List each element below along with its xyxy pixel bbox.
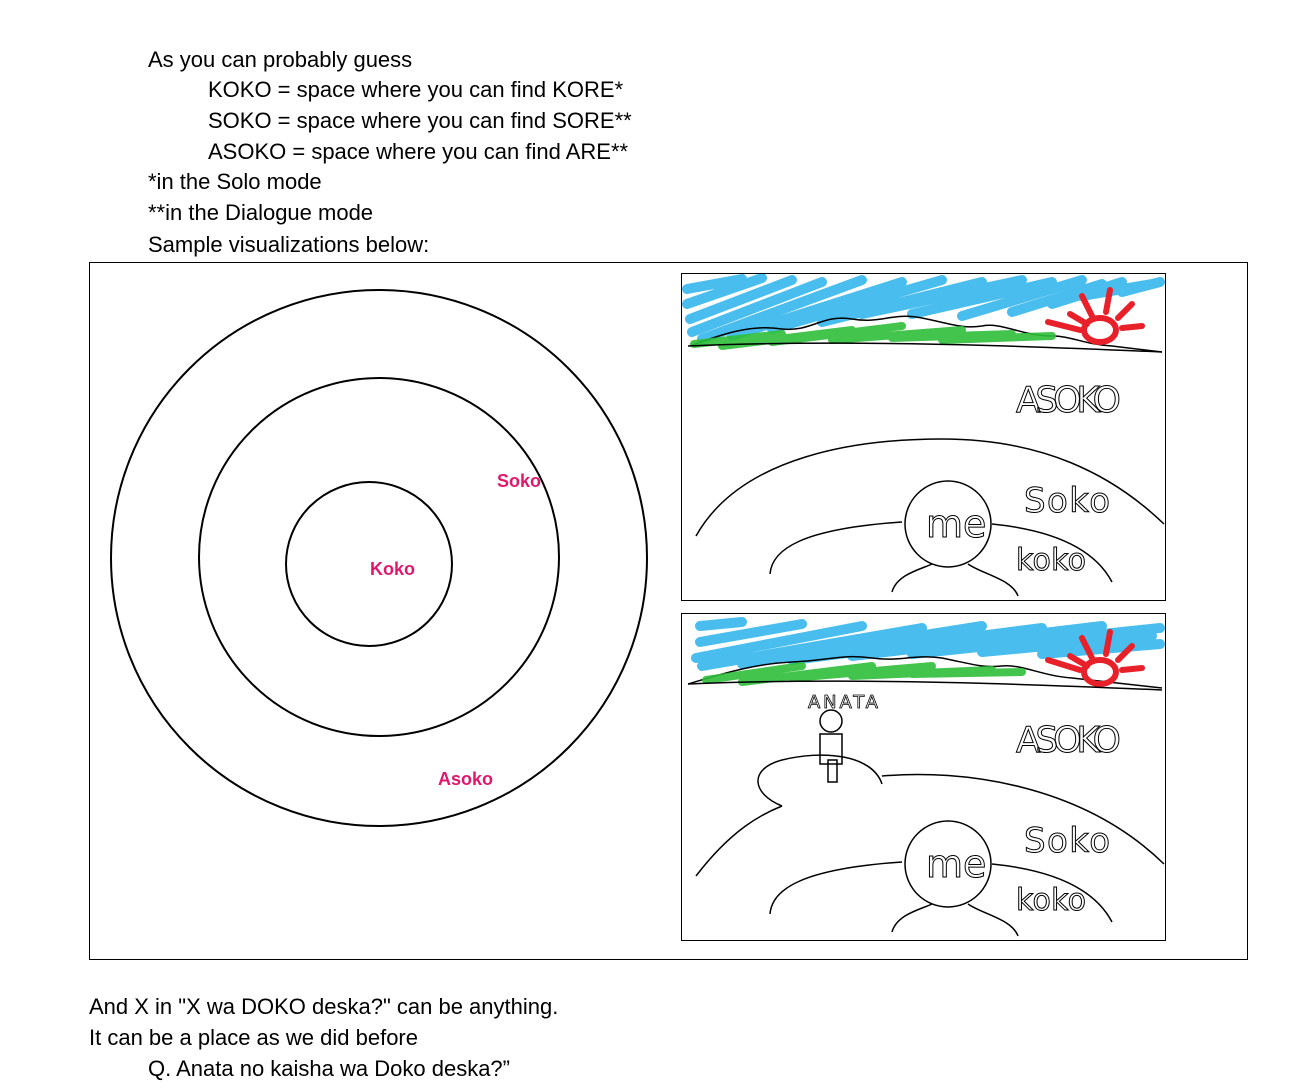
solo-soko-label: Soko (1024, 481, 1110, 521)
outro-line-2: It can be a place as we did before (89, 1025, 418, 1050)
dialogue-me-label: me (926, 842, 986, 886)
anata-area-curve (757, 754, 883, 807)
sun-icon (1045, 287, 1145, 345)
solo-koko-label: koko (1016, 543, 1086, 578)
intro-lead: As you can probably guess (148, 47, 413, 72)
outro-line-3: Q. Anata no kaisha wa Doko deska?” (148, 1056, 510, 1081)
horizon-line (687, 342, 1163, 353)
anata-legs (827, 759, 838, 783)
koko-area-curve (769, 861, 1113, 923)
koko-ring (285, 481, 453, 647)
sky-scribble (691, 617, 1165, 671)
koko-ring-label: Koko (370, 559, 415, 579)
koko-area-curve (769, 521, 1113, 583)
asoko-definition: ASOKO = space where you can find ARE** (208, 139, 629, 164)
dialogue-koko-label: koko (1016, 883, 1086, 918)
me-shoulders (891, 563, 1019, 597)
dialogue-mode-sketch: ANATA ASOKO Soko koko me (681, 613, 1166, 941)
outro-line-1: And X in "X wa DOKO deska?" can be anyth… (89, 994, 559, 1019)
me-head (904, 820, 992, 908)
soko-area-curve (695, 773, 1165, 877)
note-dialogue: **in the Dialogue mode (148, 200, 374, 225)
concentric-rings-diagram: Soko Koko Asoko (90, 263, 670, 959)
solo-asoko-label: ASOKO (1016, 380, 1121, 421)
note-solo: *in the Solo mode (148, 169, 322, 194)
hills-line (687, 655, 1163, 689)
sun-icon (1045, 629, 1145, 687)
soko-area-curve (695, 438, 1165, 537)
anata-body (819, 733, 843, 765)
soko-ring-label: Soko (497, 471, 541, 491)
soko-definition: SOKO = space where you can find SORE** (208, 108, 632, 133)
asoko-ring-label: Asoko (438, 769, 493, 789)
sample-caption: Sample visualizations below: (148, 232, 430, 257)
visualization-frame: Soko Koko Asoko ASOKO Soko kok (89, 262, 1248, 960)
sky-scribble (682, 274, 1165, 344)
grass-scribble (702, 662, 1026, 686)
dialogue-asoko-label: ASOKO (1016, 720, 1121, 761)
soko-ring (198, 377, 560, 737)
horizon-line (687, 680, 1163, 691)
anata-head (819, 709, 843, 733)
me-shoulders (891, 903, 1019, 937)
koko-definition: KOKO = space where you can find KORE* (208, 77, 624, 102)
asoko-ring (110, 289, 648, 827)
me-head (904, 480, 992, 568)
anata-label: ANATA (808, 692, 879, 713)
solo-mode-sketch: ASOKO Soko koko me (681, 273, 1166, 601)
grass-scribble (690, 322, 1056, 350)
dialogue-soko-label: Soko (1024, 821, 1110, 861)
solo-me-label: me (926, 502, 986, 546)
